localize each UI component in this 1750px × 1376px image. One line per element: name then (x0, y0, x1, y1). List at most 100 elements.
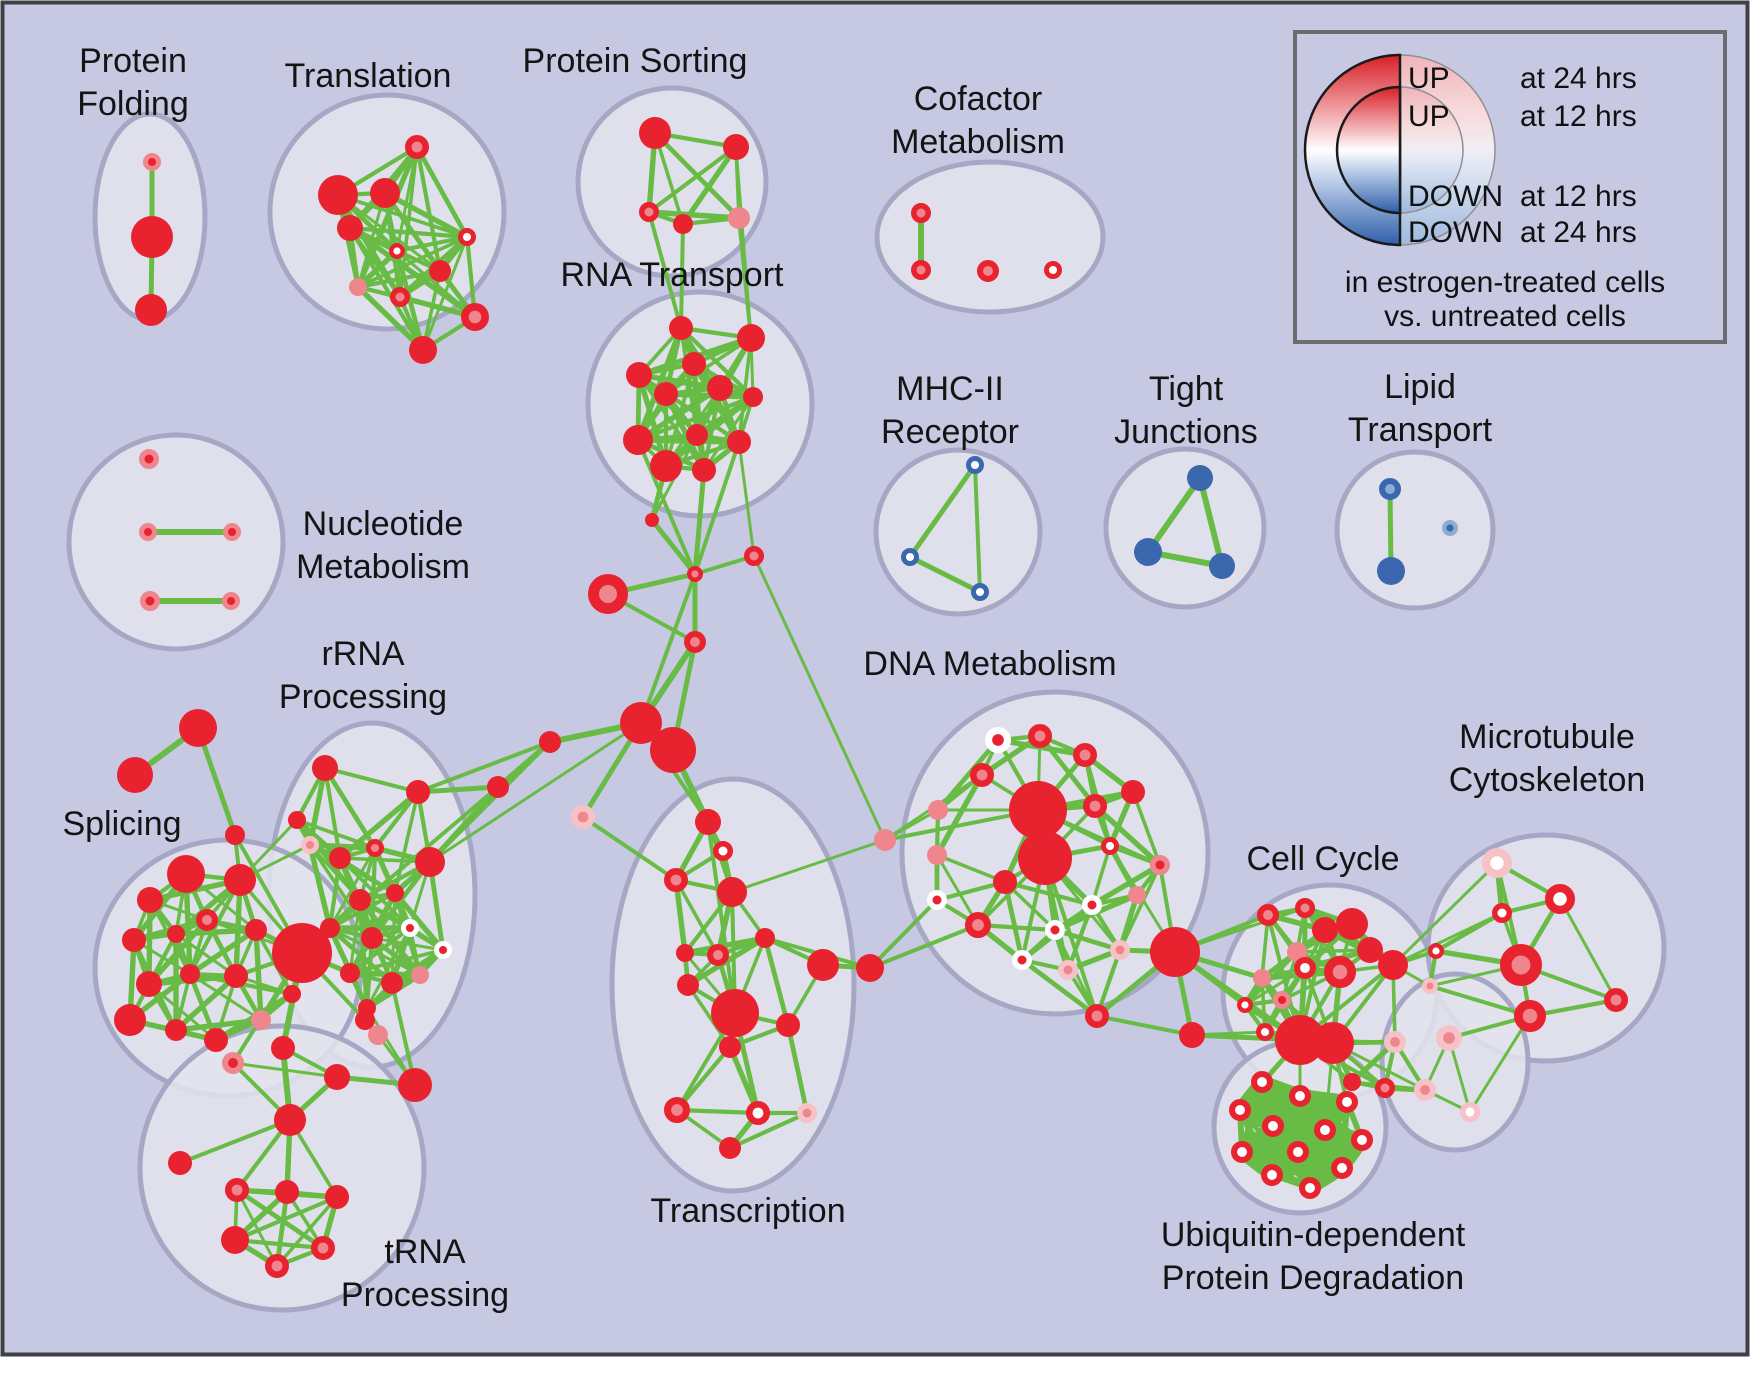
gene-node-cellcycle-14 (1378, 950, 1408, 980)
gene-node-trna-1 (225, 1178, 250, 1203)
gene-node-b5 (398, 1068, 432, 1102)
edge (392, 890, 446, 953)
gene-node-dna-16 (1100, 836, 1119, 855)
gene-node-transcription-13 (745, 1101, 770, 1126)
edge (674, 1044, 733, 1113)
gene-node-protein_sorting-2 (639, 202, 659, 222)
gene-node-nucleotide-0 (139, 449, 159, 469)
gene-node-dna-13 (1058, 960, 1078, 980)
edge (1260, 976, 1267, 1034)
gene-node-cellcycle-12 (1275, 1015, 1325, 1065)
gene-node-dna-11 (1045, 920, 1065, 940)
gene-node-ubiquitin-1 (1289, 1085, 1312, 1108)
cluster-label-protein_folding: Protein Folding (77, 42, 189, 123)
edge (187, 927, 259, 977)
gene-node-mhc-0 (965, 456, 984, 475)
gene-node-microtubule-3 (1427, 943, 1444, 960)
cluster-label-translation: Translation (285, 57, 452, 95)
edge (355, 284, 426, 353)
gene-node-splicing-9 (224, 964, 248, 988)
gene-node-trna-0 (274, 1104, 306, 1136)
legend-ring-12h-vivid (1335, 85, 1402, 215)
gene-node-dna-6 (1009, 781, 1067, 839)
gene-node-protein_folding-1 (131, 216, 173, 258)
edge (416, 740, 552, 794)
gene-node-microtubule-6 (1514, 1000, 1547, 1033)
gene-node-ubiquitin-6 (1351, 1129, 1374, 1152)
gene-node-cellcycle-1 (1295, 898, 1315, 918)
edge (1237, 1099, 1350, 1113)
gene-node-dna-12 (1012, 950, 1032, 970)
gene-node-rrna-9 (320, 918, 340, 938)
cluster-label-nucleotide: Nucleotide Metabolism (296, 505, 470, 586)
edge (1391, 911, 1504, 967)
edge (976, 923, 1099, 1018)
gene-node-translation-4 (458, 228, 477, 247)
gene-node-cellcycle-8 (1253, 969, 1271, 987)
gene-node-b0 (271, 1036, 295, 1060)
cluster-label-splicing: Splicing (62, 805, 181, 843)
cluster-label-mhc: MHC-II Receptor (881, 370, 1019, 451)
gene-node-rna_transport-0 (669, 316, 693, 340)
gene-node-transcription-1 (713, 841, 733, 861)
gene-node-splicing-12 (204, 1028, 228, 1052)
gene-node-trna-5 (310, 1236, 335, 1261)
edge (274, 1189, 290, 1269)
gene-node-dna-0 (985, 727, 1012, 754)
gene-node-protein_sorting-0 (639, 117, 671, 149)
cluster-label-rna_transport: RNA Transport (561, 256, 785, 294)
gene-node-translation-8 (390, 287, 410, 307)
edge (702, 395, 755, 472)
edge (935, 853, 1007, 884)
legend-time-2: at 12 hrs (1520, 180, 1637, 213)
gene-node-rrna-7 (349, 889, 371, 911)
gene-node-cellcycle-15 (1343, 1073, 1361, 1091)
edge (275, 1195, 339, 1268)
gene-node-ubiquitin-11 (1299, 1177, 1322, 1200)
edge (1558, 897, 1618, 1002)
cluster-ellipse-cofactor (874, 159, 1106, 315)
edge (147, 982, 218, 1042)
legend-footer-0: in estrogen-treated cells (1345, 266, 1665, 299)
gene-node-ubiquitin-7 (1231, 1141, 1254, 1164)
edge (188, 972, 263, 1022)
edge (235, 1188, 279, 1268)
gene-node-rrna-13 (381, 972, 403, 994)
gene-node-dna-7 (1018, 831, 1072, 885)
gene-node-tight_junctions-1 (1134, 538, 1162, 566)
gene-node-rna_transport-5 (707, 375, 733, 401)
gene-node-nucleotide-3 (140, 591, 160, 611)
legend-time-3: at 24 hrs (1520, 216, 1637, 249)
edge (762, 935, 791, 1028)
gene-node-t2 (225, 825, 245, 845)
gene-node-trna-3 (325, 1185, 349, 1209)
gene-node-c6 (539, 731, 561, 753)
gene-node-rrna-12 (340, 963, 360, 983)
gene-node-ubiquitin-4 (1262, 1115, 1285, 1138)
gene-node-splicing-6 (245, 919, 267, 941)
gene-node-c11 (645, 513, 659, 527)
gene-node-translation-9 (409, 336, 437, 364)
edge (693, 554, 756, 576)
cluster-label-dna: DNA Metabolism (863, 645, 1116, 683)
gene-node-rna_transport-7 (623, 425, 653, 455)
gene-node-c0 (588, 574, 628, 614)
gene-node-nucleotide-1 (139, 522, 158, 541)
gene-node-dna-9 (927, 890, 947, 910)
gene-node-tight_junctions-0 (1187, 465, 1213, 491)
edge (393, 790, 420, 895)
gene-node-rrna-15 (434, 940, 453, 959)
edge (730, 838, 887, 894)
gene-node-trna-4 (221, 1226, 249, 1254)
edge (680, 144, 739, 227)
gene-node-mhc-1 (900, 547, 919, 566)
gene-node-cellcycle-18 (1414, 1079, 1437, 1102)
gene-node-transcription-3 (717, 877, 747, 907)
edge (868, 898, 939, 970)
legend-direction-0: UP (1408, 62, 1450, 95)
edge (232, 1194, 340, 1243)
gene-node-splicing-1 (167, 855, 205, 893)
gene-node-cellcycle-3 (1336, 908, 1368, 940)
gene-node-b1 (221, 1052, 244, 1075)
